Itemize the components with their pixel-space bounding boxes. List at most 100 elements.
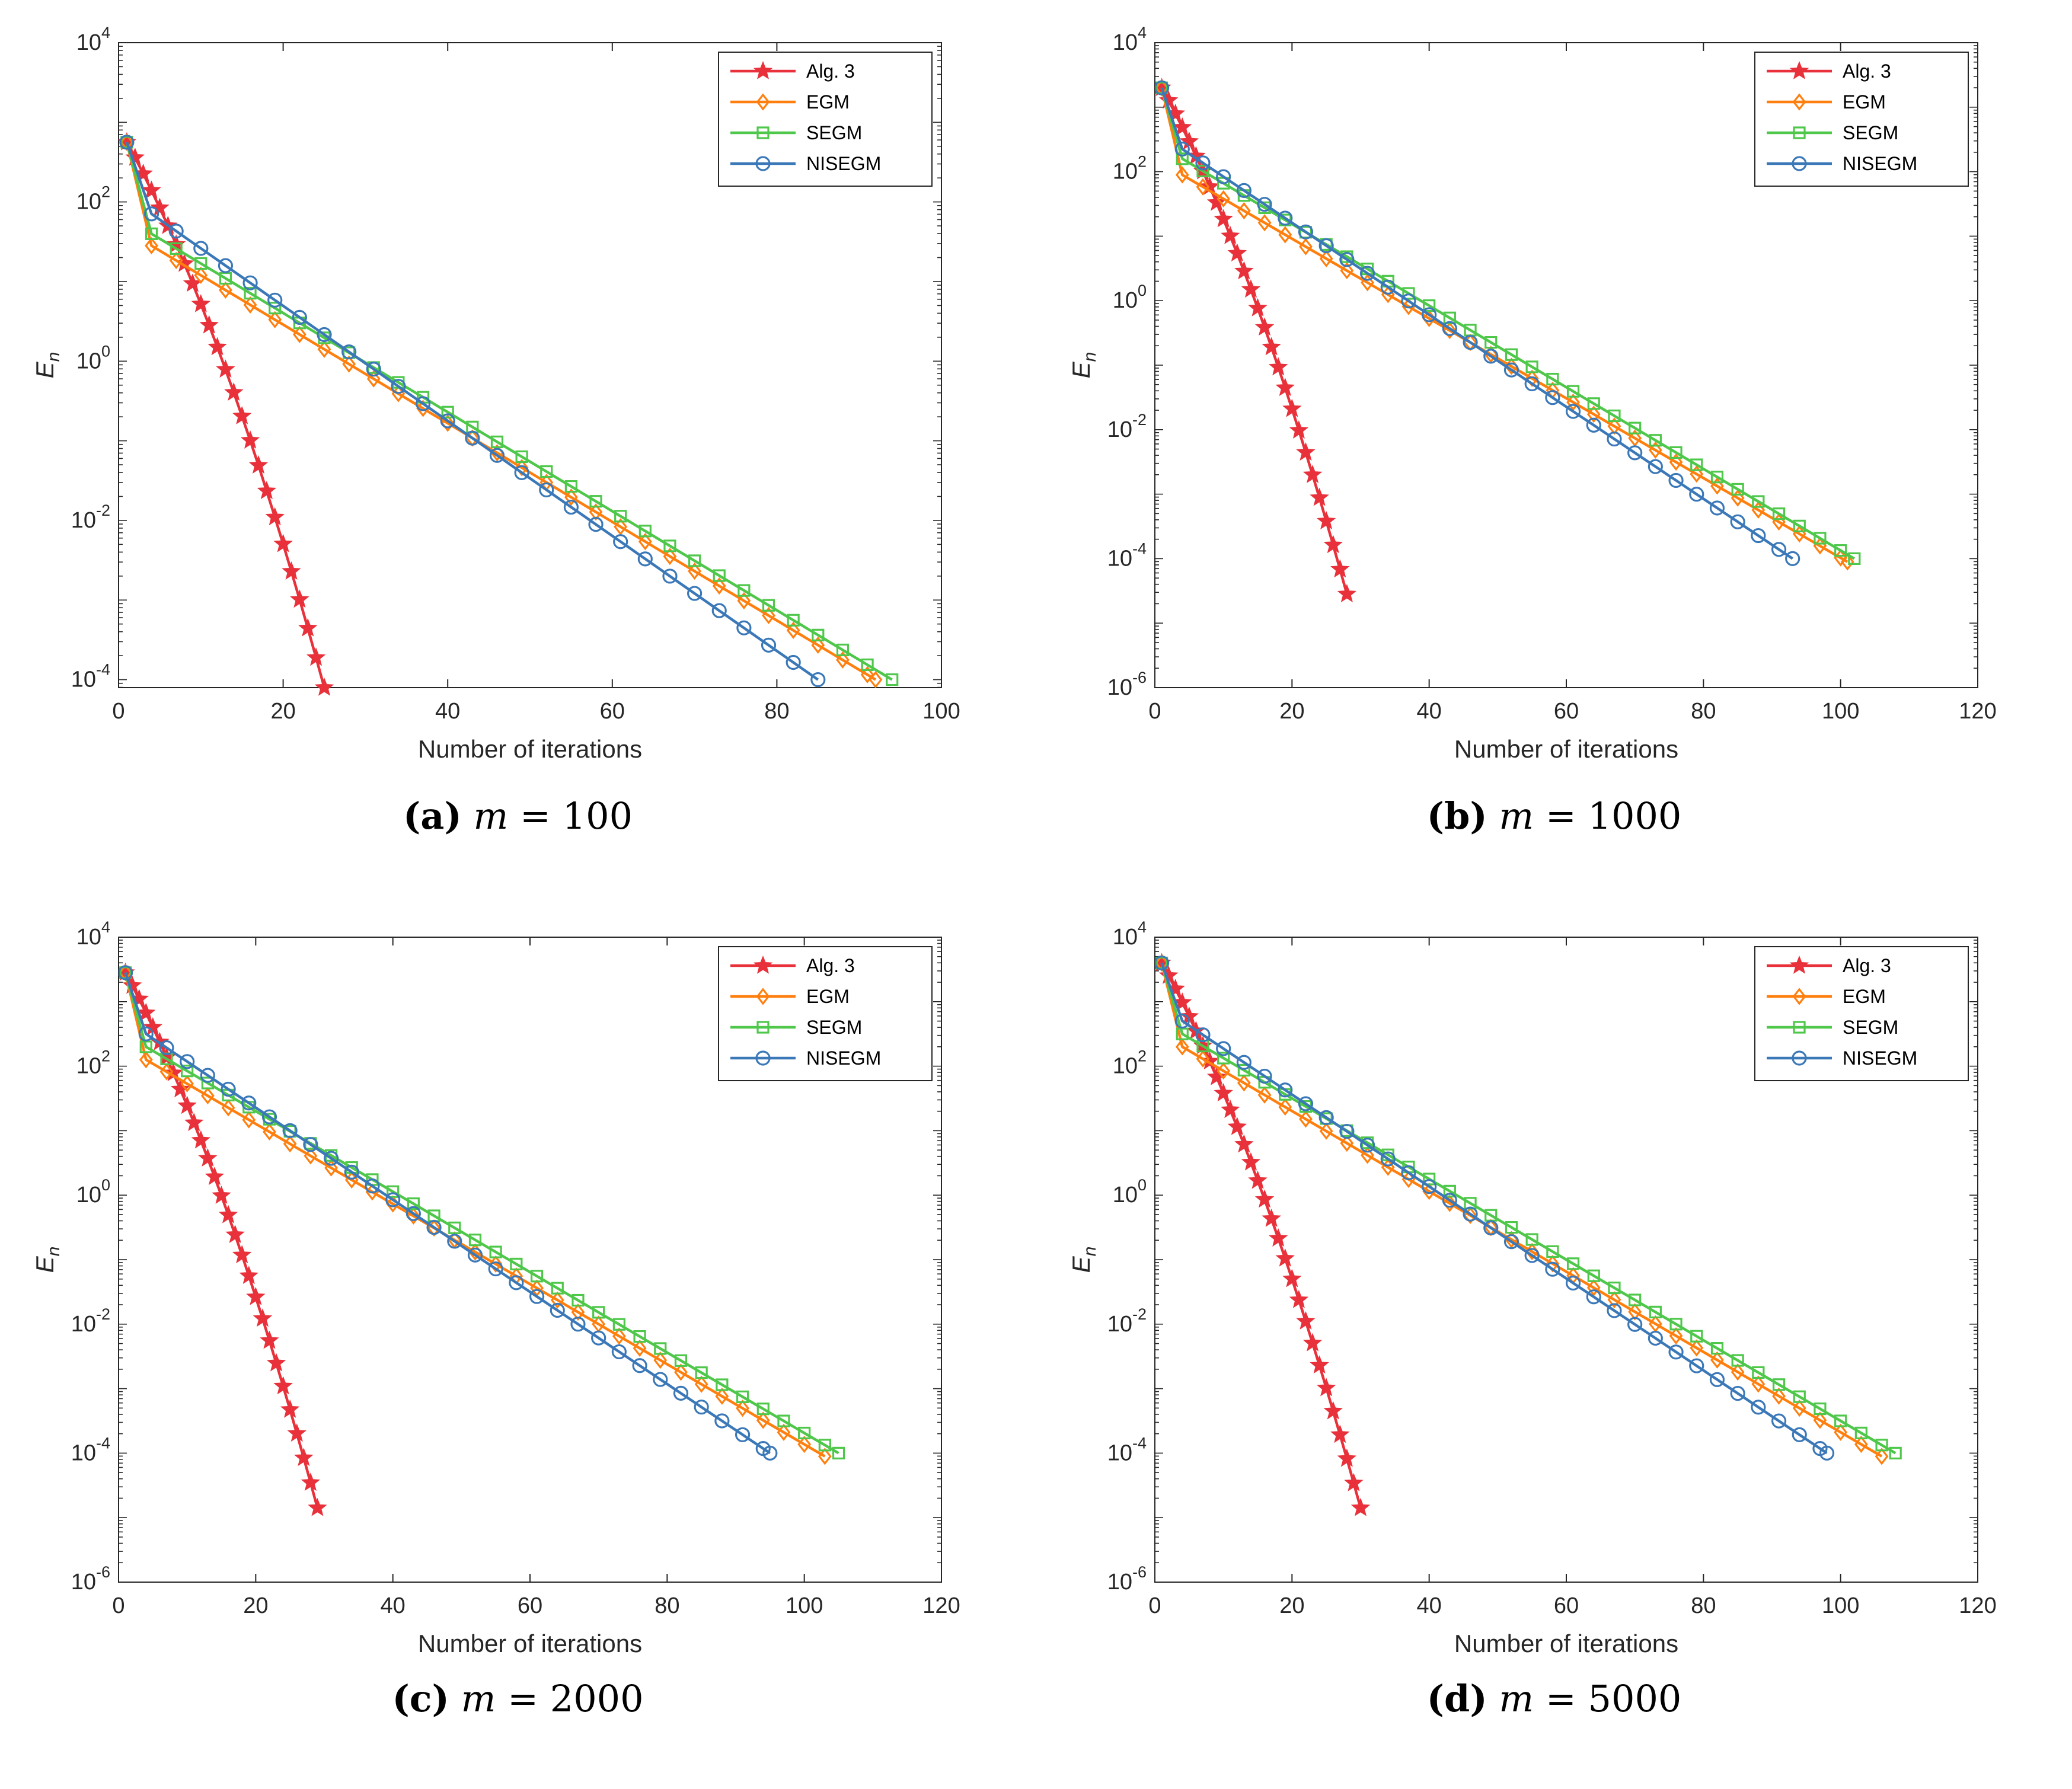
point-segm xyxy=(1566,1257,1580,1270)
point-alg3 xyxy=(1282,1269,1302,1288)
point-segm xyxy=(1546,1245,1559,1258)
y-tick-label: 102 xyxy=(76,1047,110,1079)
point-nisegm xyxy=(341,344,357,360)
legend-label-segm: SEGM xyxy=(1843,1017,1898,1038)
point-egm xyxy=(489,1255,503,1273)
point-alg3 xyxy=(1248,298,1268,317)
point-alg3 xyxy=(1296,1311,1316,1330)
series-line-nisegm xyxy=(124,972,771,1455)
point-egm xyxy=(663,547,677,566)
point-nisegm xyxy=(282,1123,298,1138)
point-alg3 xyxy=(1275,378,1295,397)
point-alg3 xyxy=(1289,420,1309,439)
point-nisegm xyxy=(588,517,604,532)
y-tick-label: 10-2 xyxy=(1107,1305,1147,1337)
legend-label-segm: SEGM xyxy=(806,122,862,143)
x-tick-label: 80 xyxy=(1691,1593,1716,1618)
point-egm xyxy=(1690,1339,1704,1357)
point-segm xyxy=(468,1234,482,1247)
x-tick-label: 0 xyxy=(112,1593,124,1618)
point-egm xyxy=(1361,1146,1374,1164)
point-egm xyxy=(1196,1050,1210,1068)
point-egm xyxy=(797,1435,812,1453)
point-segm xyxy=(762,599,775,612)
x-tick-label: 120 xyxy=(1959,1593,1996,1618)
point-nisegm xyxy=(168,223,184,239)
point-nisegm xyxy=(662,568,678,584)
point-alg3 xyxy=(1330,1424,1350,1443)
point-nisegm xyxy=(761,637,777,653)
point-alg3 xyxy=(1262,337,1281,356)
point-alg3 xyxy=(1296,442,1316,461)
point-segm xyxy=(119,966,132,979)
point-alg3 xyxy=(136,1002,156,1021)
point-alg3 xyxy=(1337,1448,1357,1467)
caption-a-var: m xyxy=(473,794,509,838)
point-egm xyxy=(674,1363,688,1381)
point-nisegm xyxy=(467,1247,483,1263)
point-egm xyxy=(366,370,381,388)
point-egm xyxy=(169,251,183,270)
point-segm xyxy=(1176,152,1189,165)
point-egm xyxy=(283,1135,297,1153)
point-alg3 xyxy=(198,1148,218,1167)
point-alg3 xyxy=(301,1472,321,1491)
point-nisegm xyxy=(613,534,628,550)
point-alg3 xyxy=(1241,1152,1261,1171)
caption-a-letter: (a) xyxy=(403,794,462,838)
series-line-nisegm xyxy=(1160,87,1793,560)
point-segm xyxy=(1217,1052,1230,1065)
x-tick-label: 40 xyxy=(1417,699,1442,724)
legend-marker-segm xyxy=(756,1021,770,1034)
x-tick-label: 40 xyxy=(381,1593,406,1618)
point-segm xyxy=(1889,1446,1902,1460)
point-nisegm xyxy=(1422,307,1437,322)
point-nisegm xyxy=(735,1427,751,1442)
point-alg3 xyxy=(314,677,334,696)
point-nisegm xyxy=(292,309,307,325)
point-egm xyxy=(1257,214,1272,232)
point-segm xyxy=(736,1390,749,1403)
point-alg3 xyxy=(1330,559,1350,578)
caption-c-value: = 2000 xyxy=(496,1677,644,1720)
point-segm xyxy=(1587,1269,1600,1282)
series-line-nisegm xyxy=(125,142,819,681)
point-nisegm xyxy=(241,1095,257,1111)
point-segm xyxy=(886,673,899,686)
point-segm xyxy=(798,1426,811,1440)
legend: Alg. 3 EGM SEGM NISEGM xyxy=(718,52,933,187)
point-nisegm xyxy=(1216,1041,1231,1056)
y-tick-label: 10-2 xyxy=(1107,411,1147,442)
point-egm xyxy=(1217,190,1231,208)
point-egm xyxy=(242,1111,256,1129)
point-alg3 xyxy=(282,561,301,580)
point-nisegm xyxy=(1298,1096,1314,1111)
point-nisegm xyxy=(1463,1206,1478,1222)
point-nisegm xyxy=(440,413,455,429)
point-egm xyxy=(1628,1303,1642,1321)
point-nisegm xyxy=(1627,1317,1643,1332)
panel-c: 0 20 40 60 80 100 120 10-6 10-4 10-2 100 102 104 Numb… xyxy=(0,894,1036,1789)
point-segm xyxy=(812,628,825,641)
point-segm xyxy=(1608,409,1621,423)
point-egm xyxy=(1772,1387,1786,1405)
point-segm xyxy=(530,1270,544,1283)
point-segm xyxy=(1814,1402,1827,1416)
x-tick-label: 40 xyxy=(435,699,460,724)
point-egm xyxy=(1278,226,1292,244)
point-segm xyxy=(1710,471,1724,484)
point-egm xyxy=(145,237,158,255)
point-nisegm xyxy=(1771,542,1787,557)
point-nisegm xyxy=(539,482,554,498)
point-segm xyxy=(1505,348,1518,361)
point-nisegm xyxy=(366,362,381,377)
point-segm xyxy=(716,1378,729,1391)
point-segm xyxy=(269,302,282,315)
point-nisegm xyxy=(1318,238,1334,254)
point-alg3 xyxy=(1241,279,1261,298)
point-segm xyxy=(1690,458,1703,471)
point-egm xyxy=(756,1411,770,1429)
y-tick-label: 10-4 xyxy=(71,1434,110,1465)
point-alg3 xyxy=(260,1330,279,1349)
point-segm xyxy=(663,539,676,552)
